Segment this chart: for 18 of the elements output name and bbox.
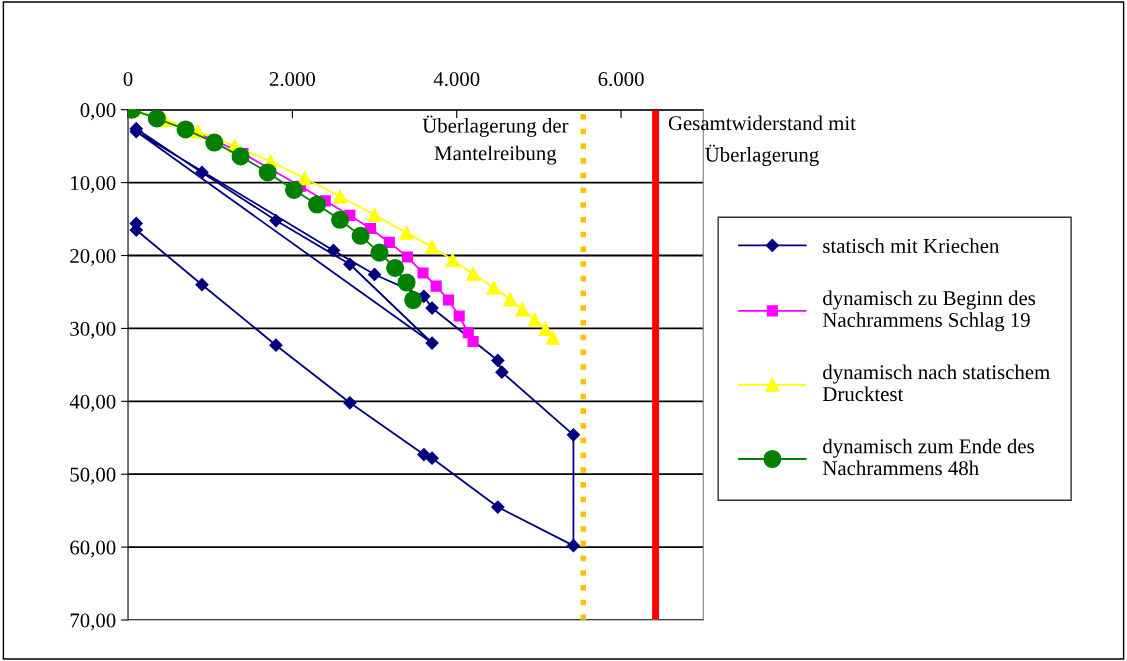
y-tick-label: 10,00	[71, 176, 116, 194]
y-tick-label: 20,00	[70, 248, 116, 266]
legend-label: dynamisch nach statischem Drucktest	[822, 364, 1050, 402]
y-tick-label: 40,00	[69, 394, 116, 412]
x-tick-label: 2.000	[269, 71, 316, 87]
ref-line-label: Überlagerung der Mantelreibung	[422, 115, 569, 165]
legend-label: dynamisch zu Beginn des Nachrammens Schlag 19	[822, 290, 1036, 332]
legend-label: dynamisch zum Ende des Nachrammens 48h	[822, 438, 1034, 476]
y-tick-label: 30,00	[70, 321, 116, 339]
legend-label: statisch mit Kriechen	[823, 238, 1000, 253]
y-tick-label: 60,00	[70, 540, 116, 558]
y-tick-label: 0,00	[80, 103, 116, 121]
x-tick-label: 4.000	[433, 71, 480, 87]
x-tick-label: 0	[123, 71, 133, 87]
ref-line-label: Gesamtwiderstand mit Überlagerung	[668, 115, 856, 167]
x-tick-label: 6.000	[598, 71, 644, 87]
y-tick-label: 50,00	[70, 467, 116, 485]
y-tick-label: 70,00	[70, 613, 116, 631]
